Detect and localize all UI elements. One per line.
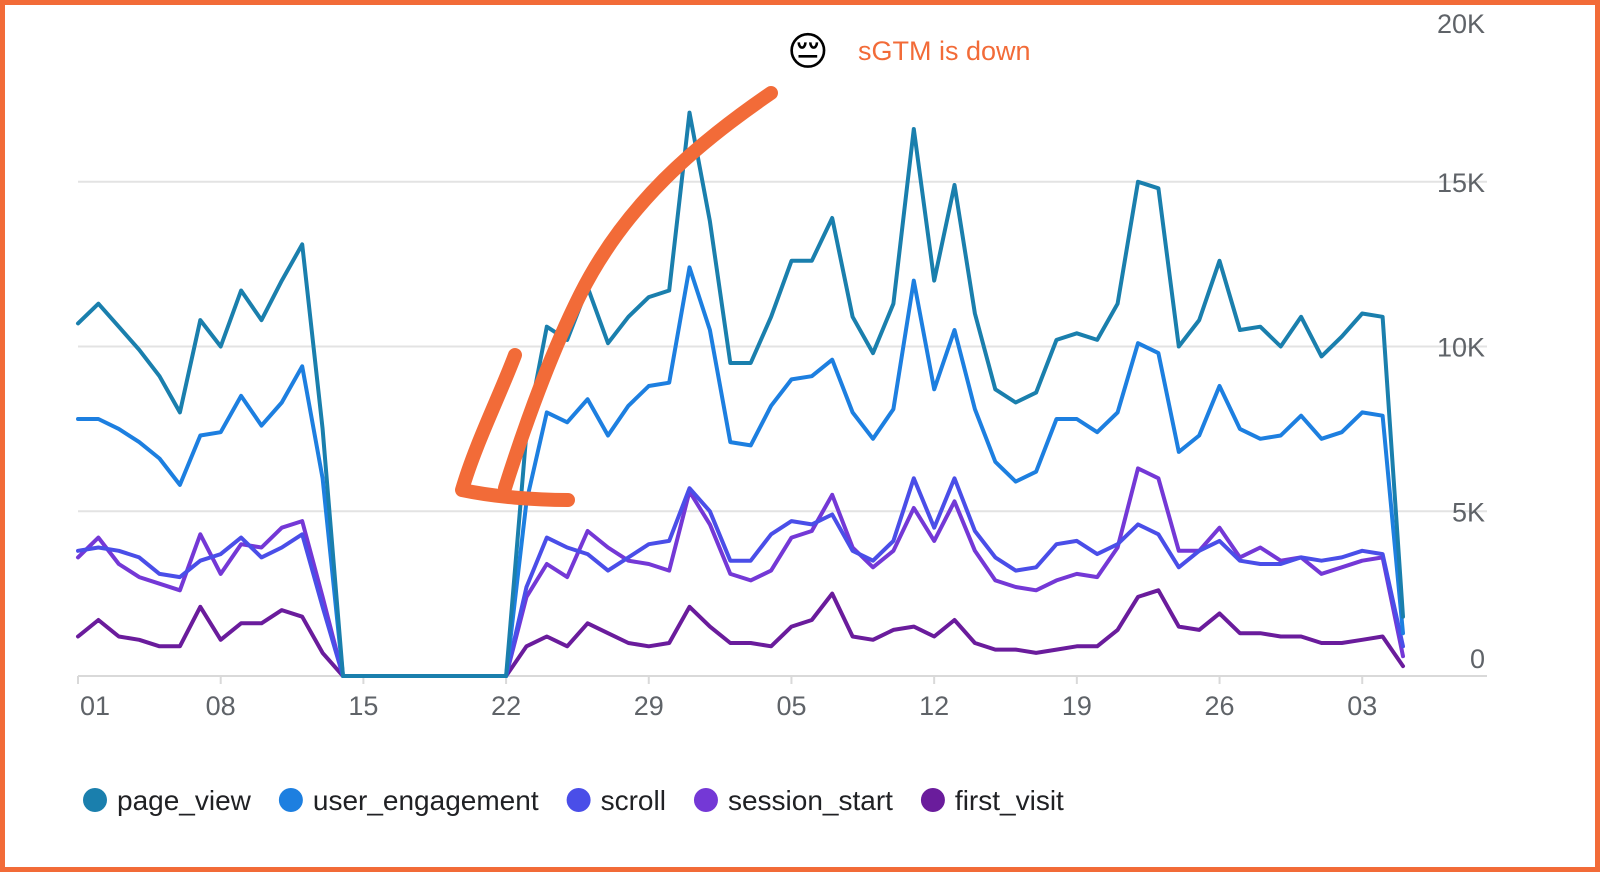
legend-label: user_engagement xyxy=(313,785,539,816)
line-chart: 01 08 15 22 29 05 12 19 26 03 0 5K 10K 15K 20K 😔 sGTM… xyxy=(76,9,1487,816)
legend: page_view user_engagement scroll session_st… xyxy=(83,785,1064,816)
series-line-scroll xyxy=(76,476,1405,678)
y-tick-label: 5K xyxy=(1452,497,1485,527)
x-tick-label: 05 xyxy=(776,691,806,721)
legend-swatch xyxy=(83,788,107,812)
legend-swatch xyxy=(278,788,303,812)
y-axis: 0 5K 10K 15K 20K xyxy=(1437,9,1485,674)
x-tick-label: 12 xyxy=(919,691,949,721)
y-tick-label: 20K xyxy=(1437,9,1485,39)
legend-swatch xyxy=(566,788,591,812)
x-tick-label: 01 xyxy=(80,691,110,721)
y-tick-label: 10K xyxy=(1437,333,1485,363)
legend-label: page_view xyxy=(117,785,252,816)
x-tick-label: 22 xyxy=(491,691,521,721)
hand-drawn-arrow-icon xyxy=(498,86,778,495)
x-axis: 01 08 15 22 29 05 12 19 26 03 xyxy=(77,675,1487,721)
x-tick-label: 08 xyxy=(206,691,236,721)
grid-lines xyxy=(78,180,1487,513)
legend-swatch xyxy=(920,788,945,812)
series-line-session-start xyxy=(76,466,1405,678)
annotation: 😔 sGTM is down xyxy=(455,29,1031,507)
legend-label: session_start xyxy=(728,785,893,816)
x-tick-label: 03 xyxy=(1347,691,1377,721)
legend-label: first_visit xyxy=(955,785,1064,816)
series-line-user-engagement xyxy=(76,265,1405,678)
y-tick-label: 15K xyxy=(1437,168,1485,198)
series-line-first-visit xyxy=(76,588,1405,678)
series-lines xyxy=(76,110,1405,678)
x-tick-label: 15 xyxy=(348,691,378,721)
x-tick-label: 26 xyxy=(1205,691,1235,721)
x-tick-label: 19 xyxy=(1062,691,1092,721)
x-tick-label: 29 xyxy=(634,691,664,721)
legend-label: scroll xyxy=(601,785,666,816)
hand-drawn-arrowhead-icon xyxy=(455,348,575,507)
sad-face-emoji: 😔 xyxy=(787,29,829,75)
y-tick-label: 0 xyxy=(1470,644,1485,674)
legend-swatch xyxy=(693,788,718,812)
annotation-text: sGTM is down xyxy=(858,36,1031,66)
series-line-page-view xyxy=(76,110,1405,678)
